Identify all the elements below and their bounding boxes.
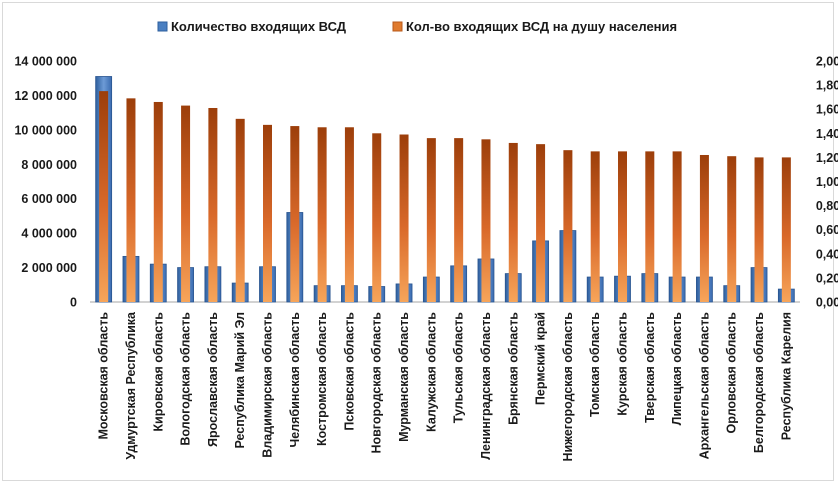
bar-series-2 <box>426 138 436 302</box>
bar-series-2 <box>618 151 627 302</box>
labels: Московская область Удмуртская Республика К… <box>97 311 794 462</box>
bar-series-2 <box>372 133 382 302</box>
bar-series-2 <box>508 142 518 302</box>
y-left-tick-label: 12 000 000 <box>14 89 77 103</box>
x-tick-label: Новгородская область <box>370 312 384 454</box>
x-tick-label: Пермский край <box>534 312 548 405</box>
y-right-tick-label: 1,00 <box>816 175 838 189</box>
x-tick-label: Псковская область <box>342 312 356 431</box>
y-right-tick-label: 1,40 <box>816 127 838 141</box>
legend-swatch-series-1 <box>157 21 168 32</box>
y-right-tick-label: 1,60 <box>816 103 838 117</box>
y-right-tick-label: 0,00 <box>816 296 838 310</box>
y-right-tick-label: 1,80 <box>816 79 838 93</box>
x-tick-label: Нижегородская область <box>561 312 575 462</box>
x-tick-label: Орловская область <box>725 312 739 434</box>
bar-series-2 <box>99 91 109 302</box>
y-left-tick-label: 2 000 000 <box>21 261 77 275</box>
x-tick-label: Вологодская область <box>179 312 193 446</box>
x-tick-label: Тульская область <box>452 312 466 424</box>
bar-series-2 <box>126 98 136 302</box>
legend-label-series-2: Кол-во входящих ВСД на душу населения <box>406 19 677 34</box>
y-right-tick-label: 0,20 <box>816 271 838 285</box>
bar-series-2 <box>781 157 791 302</box>
y-right-tick-label: 0,80 <box>816 199 838 213</box>
bar-series-2 <box>399 134 409 302</box>
x-tick-label: Костромская область <box>315 312 329 446</box>
x-tick-label: Московская область <box>97 312 111 440</box>
bar-series-2 <box>344 127 354 303</box>
bar-series-2 <box>563 150 573 302</box>
x-tick-label: Брянская область <box>506 312 520 425</box>
x-tick-label: Курская область <box>616 312 630 416</box>
x-tick-label: Калужская область <box>424 312 438 432</box>
x-tick-label: Белгородская область <box>752 312 766 453</box>
bar-series-2 <box>290 126 300 302</box>
legend-swatch-series-2 <box>392 21 403 32</box>
x-tick-label: Тверская область <box>643 312 657 423</box>
bar-series-2 <box>754 157 764 302</box>
y-right-tick-label: 1,20 <box>816 151 838 165</box>
bar-series-2 <box>727 156 737 302</box>
y-left-tick-label: 14 000 000 <box>14 55 77 69</box>
x-tick-label: Архангельская область <box>697 312 711 460</box>
legend-label-series-1: Количество входящих ВСД <box>171 19 347 34</box>
x-tick-label: Ленинградская область <box>479 312 493 460</box>
bar-series-2 <box>699 154 709 302</box>
bar-series-2 <box>263 124 272 303</box>
bar-series-2 <box>481 139 491 302</box>
bar-series-2 <box>153 101 163 302</box>
bar-series-2 <box>645 151 655 302</box>
y-right-tick-label: 0,60 <box>816 223 838 237</box>
bar-series-2 <box>672 151 682 302</box>
x-tick-label: Челябинская область <box>288 312 302 448</box>
bars <box>95 76 795 303</box>
y-left-tick-label: 10 000 000 <box>14 123 77 137</box>
x-tick-label: Владимирская область <box>261 312 275 458</box>
y-right-tick-label: 2,00 <box>816 55 838 69</box>
bar-series-2 <box>235 118 245 302</box>
bar-series-2 <box>208 107 218 303</box>
y-left-tick-label: 0 <box>70 296 77 310</box>
y-left-tick-label: 8 000 000 <box>21 158 77 172</box>
x-tick-label: Кировская область <box>151 312 165 432</box>
y-left-tick-label: 6 000 000 <box>21 192 77 206</box>
bar-series-2 <box>454 138 464 302</box>
x-tick-label: Липецкая область <box>670 312 684 426</box>
bar-series-2 <box>590 151 600 302</box>
bar-series-2 <box>536 144 546 302</box>
bar-series-2 <box>317 127 327 303</box>
x-tick-label: Удмуртская Республика <box>124 311 138 460</box>
y-left-tick-label: 4 000 000 <box>21 227 77 241</box>
x-tick-label: Ярославская область <box>206 312 220 447</box>
x-tick-label: Томская область <box>588 312 602 417</box>
x-tick-label: Республика Марий Эл <box>233 312 247 449</box>
x-tick-label: Республика Карелия <box>779 312 793 440</box>
x-tick-label: Мурманская область <box>397 312 411 442</box>
y-right-tick-label: 0,40 <box>816 247 838 261</box>
legend: Количество входящих ВСД Кол-во входящих … <box>157 19 677 34</box>
bar-series-2 <box>181 105 191 303</box>
